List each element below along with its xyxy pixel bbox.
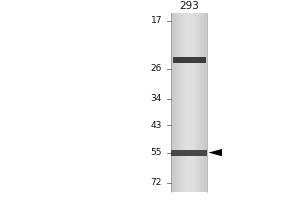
Bar	[177, 13, 178, 192]
Bar	[171, 150, 207, 156]
Bar	[180, 13, 181, 192]
Bar	[194, 13, 195, 192]
Bar	[175, 13, 176, 192]
Bar	[204, 13, 205, 192]
Bar	[185, 13, 186, 192]
Bar	[191, 13, 192, 192]
Bar	[192, 13, 193, 192]
Text: 55: 55	[151, 148, 162, 157]
Bar	[171, 13, 172, 192]
Bar	[201, 13, 202, 192]
Bar	[193, 13, 194, 192]
Bar	[171, 13, 207, 192]
Bar	[196, 13, 197, 192]
Text: 26: 26	[151, 64, 162, 73]
Bar	[186, 13, 187, 192]
Bar	[206, 13, 207, 192]
Polygon shape	[208, 149, 222, 156]
Bar	[178, 13, 179, 192]
Text: 72: 72	[151, 178, 162, 187]
Bar	[173, 13, 174, 192]
Bar	[200, 13, 201, 192]
Bar	[188, 13, 189, 192]
Bar	[198, 13, 199, 192]
Text: 17: 17	[151, 16, 162, 25]
Bar	[172, 57, 206, 63]
Text: 293: 293	[179, 1, 199, 11]
Bar	[172, 13, 173, 192]
Bar	[179, 13, 180, 192]
Bar	[189, 13, 190, 192]
Bar	[183, 13, 184, 192]
Bar	[187, 13, 188, 192]
Bar	[184, 13, 185, 192]
Bar	[195, 13, 196, 192]
Bar	[199, 13, 200, 192]
Bar	[182, 13, 183, 192]
Bar	[181, 13, 182, 192]
Bar	[197, 13, 198, 192]
Text: 34: 34	[151, 94, 162, 103]
Bar	[190, 13, 191, 192]
Bar	[205, 13, 206, 192]
Bar	[203, 13, 204, 192]
Bar	[202, 13, 203, 192]
Bar	[202, 13, 203, 192]
Bar	[174, 13, 175, 192]
Bar	[176, 13, 177, 192]
Text: 43: 43	[151, 121, 162, 130]
